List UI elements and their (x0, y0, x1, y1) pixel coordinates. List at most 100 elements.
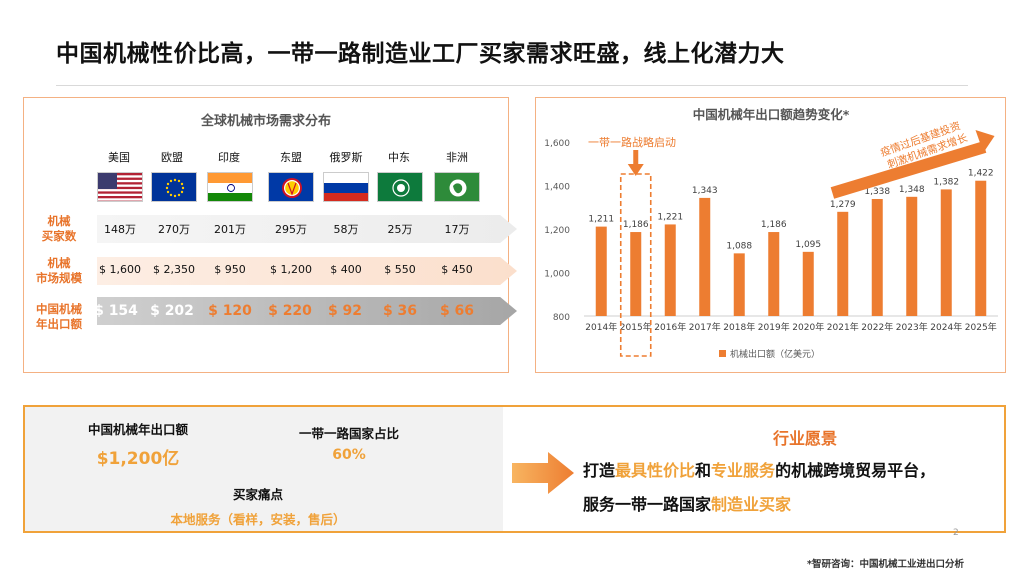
buyers-cell: 58万 (333, 223, 359, 236)
bar-value-label: 1,186 (623, 220, 649, 230)
vision-text: 的机械跨境贸易平台， (775, 461, 936, 480)
x-tick-label: 2019年 (758, 321, 790, 333)
region-name: 美国 (108, 151, 130, 164)
vision-text: 打造 (583, 461, 616, 480)
vision-highlight: 专业服务 (711, 461, 776, 480)
row-label-line: 年出口额 (36, 317, 82, 331)
region-name: 东盟 (280, 151, 302, 164)
region-name: 俄罗斯 (329, 151, 363, 164)
market-demand-title: 全球机械市场需求分布 (200, 114, 331, 129)
x-tick-label: 2014年 (585, 321, 617, 333)
market-size-cell: $ 400 (330, 263, 362, 276)
bar (837, 211, 849, 316)
bar-value-label: 1,186 (761, 220, 787, 230)
x-tick-label: 2015年 (620, 321, 652, 333)
x-tick-label: 2020年 (792, 321, 824, 333)
bar (802, 251, 814, 316)
kpi-area: 中国机械年出口额 $1,200亿 一带一路国家占比 60% 买家痛点 本地服务（… (25, 407, 503, 531)
bar (664, 224, 676, 316)
bar (906, 196, 918, 316)
bar-value-label: 1,343 (692, 186, 718, 196)
source-note: *智研咨询：中国机械工业进出口分析 (807, 559, 964, 570)
right-arrow-icon (512, 452, 574, 494)
buyers-cell: 201万 (214, 223, 246, 236)
pain-point-label: 买家痛点 (232, 487, 283, 502)
market-size-cell: $ 1,600 (99, 263, 141, 276)
x-tick-label: 2022年 (861, 321, 893, 333)
export-cell: $ 36 (382, 303, 418, 319)
market-size-cell: $ 950 (214, 263, 246, 276)
market-size-cell: $ 450 (441, 263, 473, 276)
africa-flag-icon (434, 172, 480, 202)
row-label-line: 机械 (47, 256, 71, 270)
bar (871, 198, 883, 316)
region-name: 中东 (388, 151, 410, 164)
row-label-line: 中国机械 (36, 302, 82, 316)
bar-value-label: 1,348 (899, 185, 925, 195)
legend-label: 机械出口额（亿美元） (730, 348, 820, 360)
x-tick-label: 2024年 (930, 321, 962, 333)
x-tick-label: 2016年 (654, 321, 686, 333)
x-tick-label: 2017年 (689, 321, 721, 333)
summary-panel: 中国机械年出口额 $1,200亿 一带一路国家占比 60% 买家痛点 本地服务（… (23, 405, 1006, 533)
share-kpi-value: 60% (332, 447, 366, 463)
row-label-line: 市场规模 (36, 271, 82, 285)
market-size-cell: $ 2,350 (153, 263, 195, 276)
x-tick-label: 2021年 (827, 321, 859, 333)
buyers-cell: 25万 (387, 223, 413, 236)
export-kpi-label: 中国机械年出口额 (87, 422, 188, 437)
vision-text: 服务一带一路国家 (583, 495, 712, 514)
bar (699, 197, 711, 316)
region-name: 印度 (218, 151, 240, 164)
vision-highlight: 最具性价比 (615, 461, 696, 480)
highlight-box (619, 173, 652, 357)
market-size-row-band (97, 257, 517, 285)
export-kpi-value: $1,200亿 (96, 449, 180, 469)
export-trend-chart: 中国机械年出口额趋势变化* 800 1,000 1,200 1,400 1,600 1,21… (544, 107, 998, 360)
export-cell: $ 66 (439, 303, 475, 319)
vision-line-1: 打造最具性价比和专业服务的机械跨境贸易平台， (583, 457, 935, 481)
bar-value-label: 1,279 (830, 200, 856, 210)
buyers-cell: 17万 (444, 223, 470, 236)
growth-arrow-head (975, 129, 995, 153)
bar (733, 253, 745, 316)
eu-flag-icon (151, 172, 197, 202)
export-cell: $ 220 (268, 303, 312, 319)
buyers-cell: 295万 (275, 223, 307, 236)
x-tick-label: 2025年 (965, 321, 997, 333)
share-kpi-label: 一带一路国家占比 (298, 426, 399, 441)
page-title: 中国机械性价比高，一带一路制造业工厂买家需求旺盛，线上化潜力大 (56, 41, 785, 67)
x-tick-label: 2023年 (896, 321, 928, 333)
asean-flag-icon (268, 172, 314, 202)
growth-arrow-icon (830, 141, 987, 199)
export-cell: $ 202 (150, 303, 194, 319)
export-cell: $ 120 (208, 303, 252, 319)
market-demand-panel: 全球机械市场需求分布 美国 欧盟 印度 东盟 俄罗斯 中东 非洲 (23, 97, 517, 373)
bar-value-label: 1,221 (657, 212, 683, 222)
y-tick-label: 1,000 (544, 270, 570, 280)
page-number: 2 (953, 528, 959, 538)
vision-line-2: 服务一带一路国家制造业买家 (583, 491, 791, 515)
belt-road-annotation: 一带一路战略启动 (588, 135, 676, 149)
pain-point-value: 本地服务（看样，安装，售后） (170, 512, 346, 527)
vision-text: 和 (695, 461, 712, 480)
export-row-label: 中国机械 年出口额 (30, 302, 88, 332)
region-name: 欧盟 (161, 151, 183, 164)
bar (975, 180, 987, 316)
vision-highlight: 制造业买家 (711, 495, 792, 514)
bar-value-label: 1,088 (726, 241, 752, 251)
y-tick-label: 800 (553, 313, 570, 323)
export-cell: $ 154 (94, 303, 138, 319)
buyers-row-band (97, 215, 517, 243)
bar (595, 226, 607, 316)
bar (940, 189, 952, 316)
row-label-line: 机械 (47, 214, 71, 228)
market-size-row-label: 机械 市场规模 (30, 256, 88, 286)
bar (630, 232, 642, 316)
market-size-cell: $ 550 (384, 263, 416, 276)
market-size-cell: $ 1,200 (270, 263, 312, 276)
buyers-cell: 270万 (158, 223, 190, 236)
chart-title: 中国机械年出口额趋势变化* (693, 107, 850, 122)
down-arrow-head (627, 164, 644, 176)
y-tick-label: 1,200 (544, 226, 570, 236)
